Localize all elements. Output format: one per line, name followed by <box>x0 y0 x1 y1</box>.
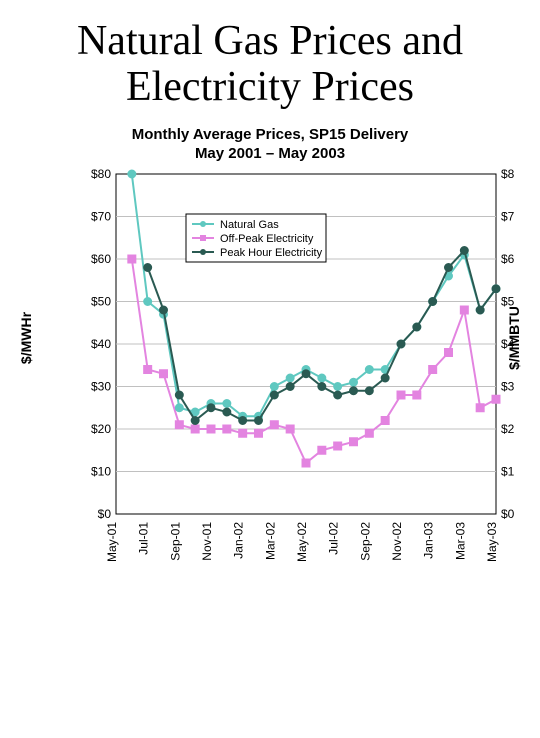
svg-text:$40: $40 <box>91 337 111 351</box>
svg-text:Nov-02: Nov-02 <box>390 522 404 561</box>
svg-text:$50: $50 <box>91 295 111 309</box>
svg-text:Jan-03: Jan-03 <box>422 522 436 559</box>
svg-text:$0: $0 <box>98 507 112 521</box>
svg-text:$2: $2 <box>501 422 515 436</box>
svg-text:Mar-02: Mar-02 <box>263 522 277 560</box>
page: Natural Gas Prices and Electricity Price… <box>0 18 540 738</box>
svg-text:Jan-02: Jan-02 <box>232 522 246 559</box>
svg-text:$30: $30 <box>91 380 111 394</box>
svg-text:Sep-01: Sep-01 <box>168 522 182 561</box>
page-title-line2: Electricity Prices <box>126 64 414 110</box>
svg-text:Peak Hour Electricity: Peak Hour Electricity <box>220 247 323 259</box>
svg-text:Sep-02: Sep-02 <box>358 522 372 561</box>
plot-container: $0$10$20$30$40$50$60$70$80$0$1$2$3$4$5$6… <box>80 168 460 508</box>
svg-text:$1: $1 <box>501 465 515 479</box>
chart-subtitle: May 2001 – May 2003 <box>60 145 480 162</box>
chart-wrap: $/MWHr $/MMBTU $0$10$20$30$40$50$60$70$8… <box>30 168 510 508</box>
svg-text:$80: $80 <box>91 168 111 181</box>
svg-text:$20: $20 <box>91 422 111 436</box>
line-chart: $0 $10 $20 $30 $40 $50 $60 $70 $80 $0 $1 $2 $3 $4 $5 $6… <box>80 168 526 584</box>
svg-text:$6: $6 <box>501 252 515 266</box>
svg-text:$10: $10 <box>91 465 111 479</box>
y-left-axis-label: $/MWHr <box>18 312 34 364</box>
svg-text:May-01: May-01 <box>105 522 119 562</box>
svg-text:$0: $0 <box>501 507 515 521</box>
svg-text:$5: $5 <box>501 295 515 309</box>
svg-text:Mar-03: Mar-03 <box>453 522 467 560</box>
svg-text:$60: $60 <box>91 252 111 266</box>
page-title: Natural Gas Prices and Electricity Price… <box>30 18 510 110</box>
svg-text:Jul-02: Jul-02 <box>327 522 341 555</box>
svg-text:May-03: May-03 <box>485 522 499 562</box>
chart-title: Monthly Average Prices, SP15 Delivery <box>60 126 480 143</box>
page-title-line1: Natural Gas Prices and <box>77 18 463 64</box>
svg-text:Natural Gas: Natural Gas <box>220 219 279 231</box>
svg-text:$8: $8 <box>501 168 515 181</box>
svg-text:$70: $70 <box>91 210 111 224</box>
svg-text:Off-Peak Electricity: Off-Peak Electricity <box>220 233 314 245</box>
svg-text:$3: $3 <box>501 380 515 394</box>
svg-text:$4: $4 <box>501 337 515 351</box>
svg-text:May-02: May-02 <box>295 522 309 562</box>
svg-text:Nov-01: Nov-01 <box>200 522 214 561</box>
svg-text:Jul-01: Jul-01 <box>137 522 151 555</box>
svg-text:$7: $7 <box>501 210 515 224</box>
